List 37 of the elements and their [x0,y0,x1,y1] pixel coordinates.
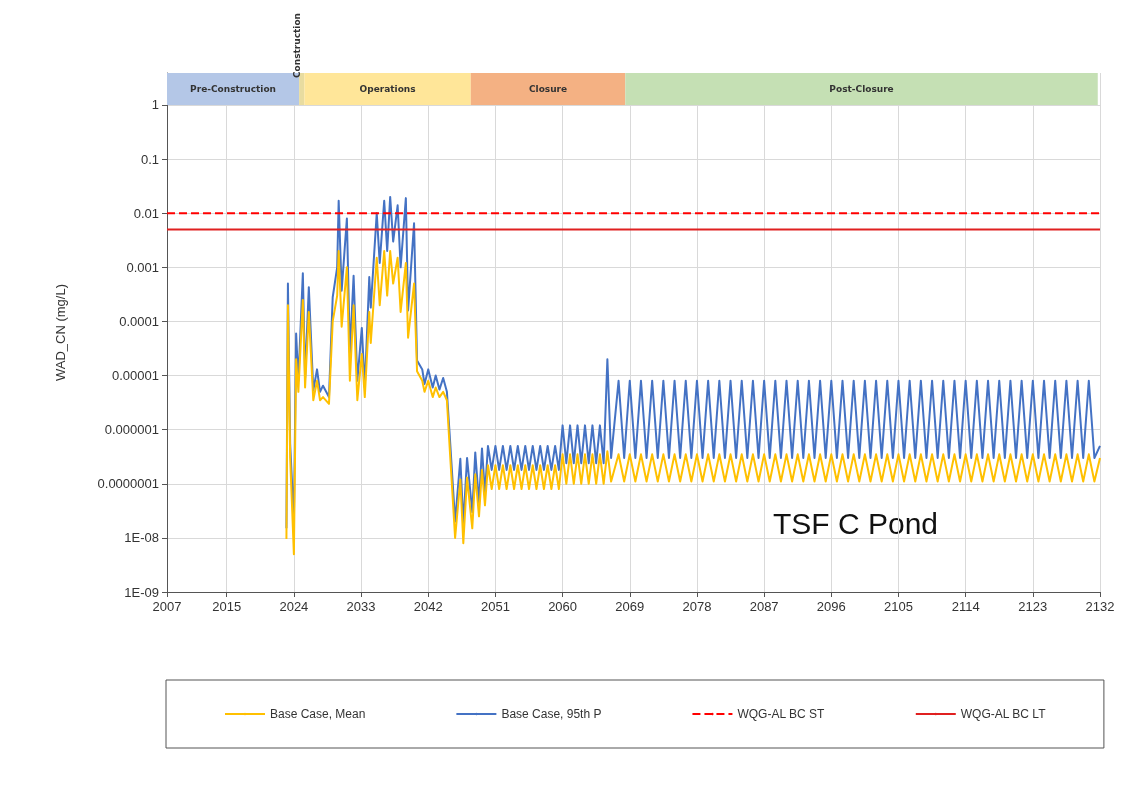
x-tick-label: 2060 [548,599,578,614]
y-tick-label: 0.000001 [104,422,159,438]
legend-label: WQG-AL BC LT [960,707,1047,721]
x-tick-label: 2087 [749,599,779,614]
y-tick-label: 1E-08 [124,530,159,546]
x-tick-label: 2132 [1085,599,1115,614]
x-tick-label: 2069 [615,599,645,614]
x-tick-label: 2051 [480,599,510,614]
x-tick-label: 2042 [413,599,443,614]
y-tick-label: 0.01 [133,205,159,221]
band-label: Construction [291,12,302,78]
band-label: Post-Closure [829,83,894,94]
band-label: Closure [528,83,568,94]
x-tick-label: 2033 [346,599,376,614]
x-tick-label: 2123 [1018,599,1048,614]
y-tick-label: 1E-09 [124,584,159,600]
y-tick-label: 0.0000001 [97,476,159,492]
y-tick-label: 0.00001 [112,368,159,384]
legend-label: Base Case, Mean [270,707,366,721]
y-tick-label: 0.0001 [119,313,159,329]
y-axis-title: WAD_CN (mg/L) [53,283,68,382]
legend-label: Base Case, 95th P [501,707,602,721]
x-tick-label: 2078 [682,599,712,614]
x-tick-label: 2015 [212,599,242,614]
x-tick-label: 2024 [279,599,309,614]
legend-label: WQG-AL BC ST [737,707,826,721]
line-series [285,250,1101,556]
x-tick-label: 2096 [816,599,846,614]
annotation: TSF C Pond [772,506,938,540]
y-tick-label: 0.1 [140,151,159,167]
band-label: Operations [359,83,416,94]
x-tick-label: 2007 [152,599,182,614]
y-tick-label: 1 [151,97,159,113]
y-tick-label: 0.001 [126,259,159,275]
band-label: Pre-Construction [190,83,276,94]
x-tick-label: 2114 [951,599,980,614]
x-tick-label: 2105 [884,599,913,614]
